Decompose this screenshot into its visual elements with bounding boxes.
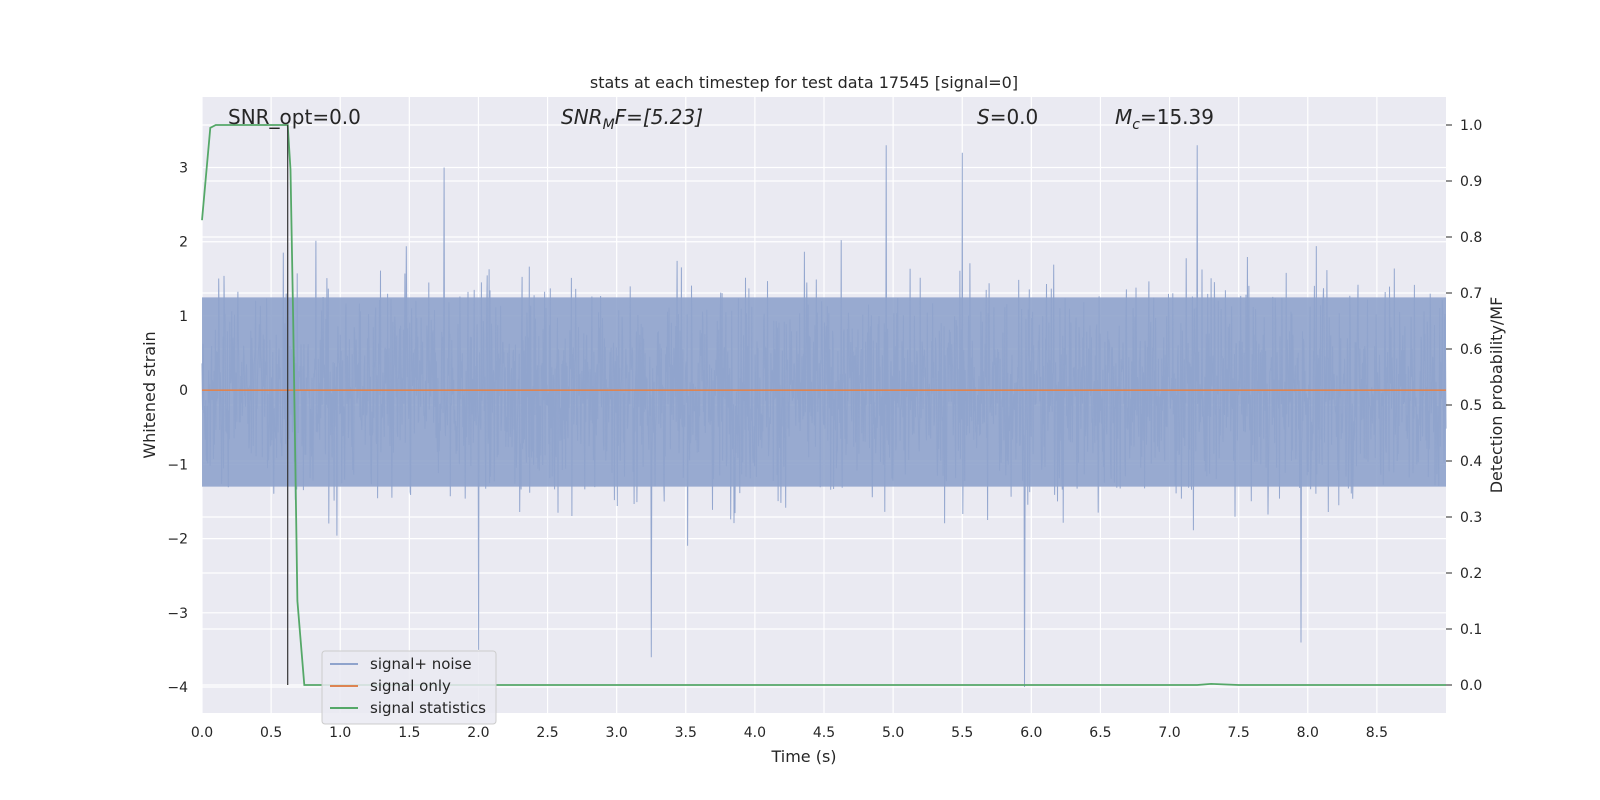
annotation-mc-symbol: M	[1115, 105, 1132, 129]
x-tick-label: 6.5	[1089, 725, 1111, 741]
x-tick-label: 6.0	[1020, 725, 1042, 741]
annotation-s: S=0.0	[977, 105, 1038, 129]
y-axis-right-ticks: 0.0 0.1 0.2 0.3 0.4 0.5 0.6 0.7 0.8 0.9 1.0	[1446, 118, 1482, 694]
annotation-snr-mf-sub: M	[603, 117, 615, 133]
y-right-tick-label: 0.7	[1460, 286, 1482, 302]
y-left-tick-label: 0	[179, 383, 188, 399]
chart-title: stats at each timestep for test data 175…	[590, 73, 1018, 92]
legend-box	[321, 650, 497, 725]
annotation-mc-sub: c	[1132, 117, 1140, 133]
x-tick-label: 5.5	[951, 725, 973, 741]
annotation-mc: Mc=15.39	[1115, 105, 1214, 133]
legend-label-signal-only: signal only	[370, 677, 451, 695]
x-axis-ticks: 0.0 0.5 1.0 1.5 2.0 2.5 3.0 3.5 4.0 4.5 5.0 5.5 6.0 6…	[191, 725, 1388, 741]
signal-statistics-series	[201, 124, 1446, 686]
x-tick-label: 7.0	[1158, 725, 1180, 741]
x-tick-label: 7.5	[1228, 725, 1250, 741]
y-left-tick-label: 1	[179, 309, 188, 325]
x-tick-label: 8.5	[1366, 725, 1388, 741]
x-tick-label: 2.5	[536, 725, 558, 741]
annotation-s-value: =0.0	[990, 105, 1039, 129]
y-right-tick-label: 0.8	[1460, 230, 1482, 246]
legend-label-signal-statistics: signal statistics	[370, 699, 486, 717]
y-right-tick-label: 0.0	[1460, 678, 1482, 694]
y-right-tick-label: 0.5	[1460, 398, 1482, 414]
y-right-tick-label: 0.4	[1460, 454, 1482, 470]
y-right-tick-label: 0.2	[1460, 566, 1482, 582]
annotation-snr-mf-prefix: SNR	[561, 105, 603, 129]
y-left-tick-label: −3	[167, 606, 188, 622]
y-left-tick-label: −4	[167, 680, 188, 696]
y-left-tick-label: 2	[179, 235, 188, 251]
y-axis-left-ticks: −4 −3 −2 −1 0 1 2 3	[167, 161, 188, 697]
x-tick-label: 0.5	[260, 725, 282, 741]
x-tick-label: 4.0	[744, 725, 766, 741]
annotation-s-symbol: S	[977, 105, 990, 129]
y-left-tick-label: 3	[179, 161, 188, 177]
y-right-tick-label: 1.0	[1460, 118, 1482, 134]
x-tick-label: 0.0	[191, 725, 213, 741]
x-tick-label: 2.0	[467, 725, 489, 741]
annotation-mc-value: =15.39	[1140, 105, 1214, 129]
y-right-tick-label: 0.1	[1460, 622, 1482, 638]
legend-label-signal-noise: signal+ noise	[370, 655, 472, 673]
annotation-snr-mf-suffix: F=[5.23]	[615, 105, 703, 129]
y-right-tick-label: 0.3	[1460, 510, 1482, 526]
y-left-tick-label: −2	[167, 532, 188, 548]
y-axis-left-label: Whitened strain	[140, 331, 159, 458]
y-axis-right-label: Detection probability/MF	[1487, 297, 1506, 494]
y-right-tick-label: 0.6	[1460, 342, 1482, 358]
annotation-snr-mf: SNRMF=[5.23]	[561, 105, 703, 133]
y-right-tick-label: 0.9	[1460, 174, 1482, 190]
series-line-signal-statistics	[201, 124, 1446, 686]
x-tick-label: 5.0	[882, 725, 904, 741]
x-tick-label: 1.5	[398, 725, 420, 741]
x-tick-label: 3.0	[606, 725, 628, 741]
x-tick-label: 3.5	[675, 725, 697, 741]
x-axis-label: Time (s)	[770, 747, 836, 766]
legend: signal+ noise signal only signal statist…	[321, 650, 497, 725]
x-tick-label: 1.0	[329, 725, 351, 741]
y-left-tick-label: −1	[167, 457, 188, 473]
annotation-snr-opt: SNR_opt=0.0	[228, 105, 361, 129]
x-tick-label: 4.5	[813, 725, 835, 741]
x-tick-label: 8.0	[1297, 725, 1319, 741]
